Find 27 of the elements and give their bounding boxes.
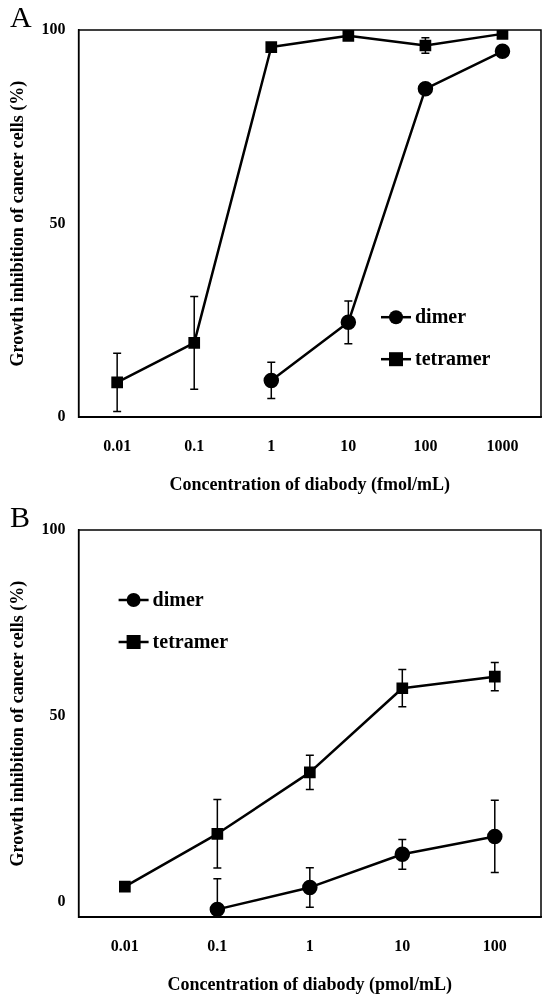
- legend-label: tetramer: [415, 347, 491, 370]
- x-tick-label: 100: [482, 936, 507, 954]
- y-axis-title: Growth inhibition of cancer cells (%): [7, 80, 29, 367]
- x-tick-label: 0.1: [207, 936, 228, 954]
- y-tick-label: 50: [49, 213, 66, 231]
- y-tick-label: 100: [41, 20, 66, 38]
- x-tick-label: 0.01: [110, 936, 139, 954]
- x-tick-label: 0.01: [103, 436, 132, 454]
- x-axis-title: Concentration of diabody (pmol/mL): [167, 973, 453, 995]
- x-tick-label: 1: [267, 436, 276, 454]
- y-tick-label: 0: [57, 407, 66, 425]
- y-axis-title: Growth inhibition of cancer cells (%): [7, 580, 29, 867]
- x-tick-label: 1000: [486, 436, 519, 454]
- legend-label: dimer: [415, 305, 467, 328]
- y-tick-label: 50: [49, 706, 66, 724]
- y-tick-label: 100: [41, 520, 66, 538]
- legend-label: dimer: [152, 588, 204, 611]
- x-tick-label: 10: [340, 436, 357, 454]
- chart-title: A: [10, 0, 32, 33]
- x-tick-label: 100: [413, 436, 438, 454]
- x-tick-label: 1: [305, 936, 314, 954]
- y-tick-label: 0: [57, 892, 66, 910]
- x-axis-title: Concentration of diabody (fmol/mL): [169, 473, 451, 495]
- x-tick-label: 10: [394, 936, 411, 954]
- legend-label: tetramer: [152, 630, 229, 653]
- x-tick-label: 0.1: [184, 436, 205, 454]
- chart-title: B: [10, 499, 31, 533]
